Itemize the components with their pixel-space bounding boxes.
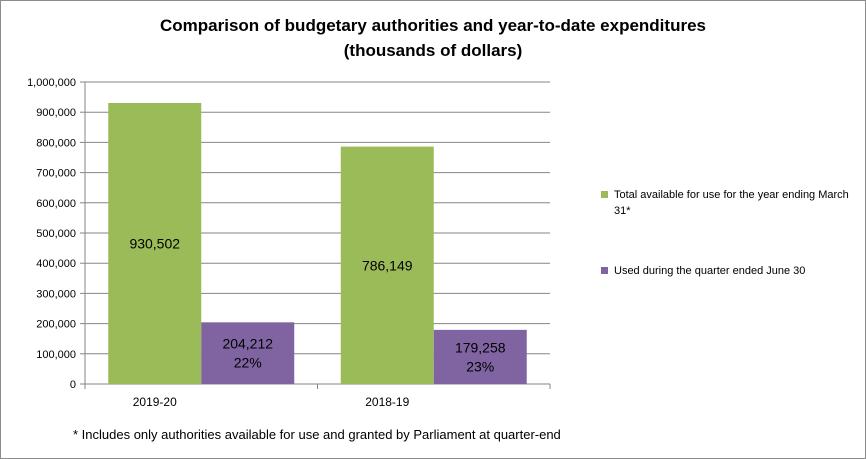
data-label: 22%	[234, 355, 262, 371]
y-tick-label: 500,000	[36, 228, 76, 240]
axes: 0 100,000 200,000 300,000 400,000 500,000 600,…	[27, 77, 551, 409]
y-tick-label: 400,000	[36, 258, 76, 270]
legend-swatch-green	[601, 191, 608, 198]
y-tick-label: 200,000	[36, 319, 76, 331]
data-label: 930,502	[129, 235, 180, 251]
y-tick-label: 0	[70, 379, 76, 391]
y-tick-label: 300,000	[36, 288, 76, 300]
legend-label: Used during the quarter ended June 30	[614, 265, 806, 277]
data-label: 23%	[466, 358, 494, 374]
bars	[108, 102, 527, 384]
chart-title: Comparison of budgetary authorities and …	[160, 16, 706, 35]
x-tick-label: 2018-19	[365, 395, 409, 409]
bar	[433, 329, 527, 384]
y-tick-label: 700,000	[36, 168, 76, 180]
x-tick-label: 2019-20	[133, 395, 177, 409]
data-labels: 930,502 204,212 22% 786,149 179,258 23%	[129, 235, 505, 374]
chart-subtitle: (thousands of dollars)	[344, 41, 523, 60]
y-tick-label: 100,000	[36, 349, 76, 361]
y-tick-label: 800,000	[36, 137, 76, 149]
bar	[201, 322, 295, 384]
legend-label: Total available for use for the year end…	[614, 189, 849, 217]
footnote: * Includes only authorities available fo…	[73, 427, 561, 442]
legend-swatch-purple	[601, 267, 608, 274]
data-label: 204,212	[222, 336, 273, 352]
data-label: 786,149	[362, 257, 413, 273]
data-label: 179,258	[455, 339, 506, 355]
y-tick-label: 1,000,000	[27, 77, 76, 89]
bar	[108, 102, 202, 384]
y-tick-label: 900,000	[36, 107, 76, 119]
y-tick-label: 600,000	[36, 198, 76, 210]
bar	[340, 146, 434, 384]
